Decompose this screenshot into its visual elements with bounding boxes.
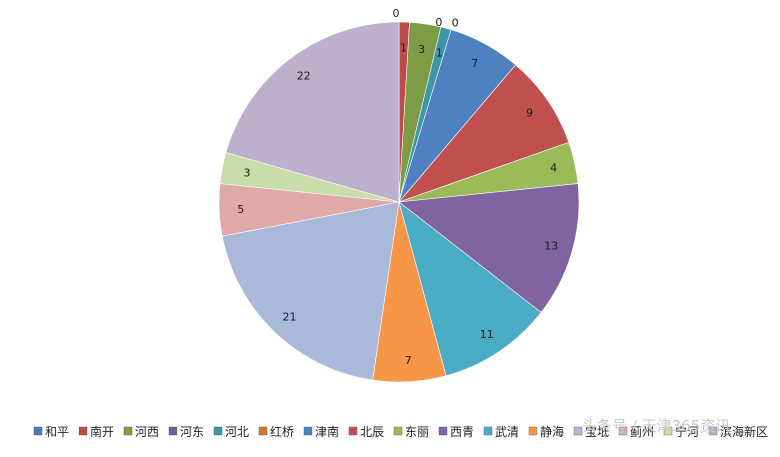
legend-swatch <box>573 426 583 436</box>
legend-label: 北辰 <box>360 425 384 439</box>
legend-item-滨海新区: 滨海新区 <box>708 424 768 439</box>
legend-label: 南开 <box>90 424 114 439</box>
legend-label: 西青 <box>450 425 474 439</box>
legend-swatch <box>33 426 43 436</box>
legend-swatch <box>348 426 358 436</box>
slice-label-河西: 3 <box>418 43 425 56</box>
slice-label-北辰: 9 <box>526 106 533 119</box>
legend-label: 宁河 <box>675 424 699 439</box>
slice-label-蓟州: 5 <box>237 203 244 216</box>
legend-label: 静海 <box>540 424 564 439</box>
legend-swatch <box>438 426 448 436</box>
pie-slice-滨海新区 <box>225 21 400 203</box>
legend-swatch <box>123 426 133 436</box>
legend-label: 武清 <box>495 425 519 439</box>
slice-label-津南: 7 <box>471 57 478 70</box>
legend-label: 和平 <box>45 425 69 439</box>
legend-item-河西: 河西 <box>123 425 159 439</box>
slice-label-南开: 1 <box>400 41 407 54</box>
legend-item-西青: 西青 <box>438 425 474 439</box>
legend-item-南开: 南开 <box>78 424 114 439</box>
pie-slice-北辰 <box>398 64 570 203</box>
legend-label: 东丽 <box>405 425 429 439</box>
legend-label: 宝坻 <box>585 424 609 439</box>
legend-swatch <box>303 426 313 436</box>
slice-label-宝坻: 21 <box>283 310 297 323</box>
slice-label-河北: 1 <box>436 47 443 60</box>
legend-item-北辰: 北辰 <box>348 425 384 439</box>
legend-swatch <box>258 426 268 436</box>
slice-label-和平: 0 <box>393 7 400 20</box>
legend-swatch <box>708 426 718 436</box>
legend-label: 红桥 <box>270 424 294 439</box>
slice-label-红桥: 0 <box>452 17 459 30</box>
pie-slices <box>218 21 580 383</box>
legend-swatch <box>78 426 88 436</box>
slice-label-滨海新区: 22 <box>297 70 311 83</box>
legend-item-红桥: 红桥 <box>258 424 294 439</box>
legend-item-东丽: 东丽 <box>393 425 429 439</box>
legend-item-河东: 河东 <box>168 425 204 439</box>
legend-label: 津南 <box>315 424 339 439</box>
legend-item-和平: 和平 <box>33 425 69 439</box>
slice-label-东丽: 4 <box>550 161 557 174</box>
legend: 和平 南开 河西 河东 河北 红桥 津南 北辰 东丽 西青 武清 静海 宝坻 蓟州 宁河 滨海新区 <box>33 424 768 439</box>
legend-item-宝坻: 宝坻 <box>573 424 609 439</box>
legend-swatch <box>483 426 493 436</box>
legend-swatch <box>618 426 628 436</box>
slice-label-静海: 7 <box>405 354 412 367</box>
legend-swatch <box>213 426 223 436</box>
pie-slice-西青 <box>398 183 580 313</box>
slice-label-宁河: 3 <box>244 167 251 180</box>
legend-swatch <box>528 426 538 436</box>
slice-label-西青: 13 <box>544 240 558 253</box>
legend-swatch <box>168 426 178 436</box>
legend-item-武清: 武清 <box>483 425 519 439</box>
legend-item-宁河: 宁河 <box>663 424 699 439</box>
slice-label-河东: 0 <box>435 16 442 29</box>
legend-item-蓟州: 蓟州 <box>618 425 654 439</box>
legend-label: 滨海新区 <box>720 424 768 439</box>
legend-label: 河北 <box>225 425 249 439</box>
legend-label: 蓟州 <box>630 425 654 439</box>
legend-swatch <box>393 426 403 436</box>
legend-label: 河西 <box>135 425 159 439</box>
legend-swatch <box>663 426 673 436</box>
legend-item-静海: 静海 <box>528 424 564 439</box>
watermark-text: 头条号 / 天津365资讯 <box>582 417 730 435</box>
legend-item-津南: 津南 <box>303 424 339 439</box>
pie-slice-宝坻 <box>221 201 400 381</box>
slice-label-武清: 11 <box>480 328 494 341</box>
legend-label: 河东 <box>180 425 204 439</box>
legend-item-河北: 河北 <box>213 425 249 439</box>
